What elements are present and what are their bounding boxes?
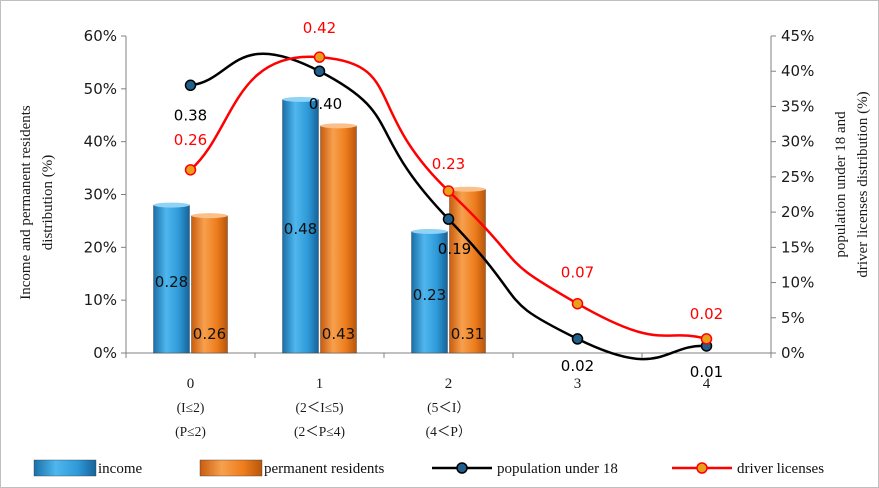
right-tick-label: 15%	[781, 238, 814, 256]
left-tick-label: 50%	[84, 80, 117, 98]
x-tick-sublabel: (P≤2)	[175, 424, 206, 439]
right-tick-label: 5%	[781, 309, 805, 327]
right-tick-label: 20%	[781, 203, 814, 221]
bar-top	[320, 123, 357, 129]
series-marker	[442, 213, 455, 225]
right-tick-label: 35%	[781, 97, 814, 115]
bar-top	[449, 186, 486, 192]
right-tick-label: 40%	[781, 62, 814, 80]
y-left-axis-title-line: Income and permanent residents	[18, 105, 34, 300]
left-tick-label: 60%	[84, 27, 117, 45]
legend-swatch-permanent-residents	[199, 459, 263, 477]
legend-swatch-income	[33, 459, 97, 477]
line-data-label: 0.02	[561, 357, 594, 375]
left-tick-label: 20%	[84, 238, 117, 256]
right-tick-label: 30%	[781, 133, 814, 151]
bar	[411, 231, 448, 354]
series-marker	[313, 51, 326, 63]
bar	[320, 125, 357, 354]
line-data-label: 0.02	[690, 305, 723, 323]
right-tick-label: 45%	[781, 27, 814, 45]
right-tick-label: 25%	[781, 168, 814, 186]
left-tick-label: 30%	[84, 186, 117, 204]
x-tick-label: 2	[445, 376, 453, 392]
line-data-label: 0.19	[438, 240, 471, 258]
y-right-axis-title: population under 18 and driver licenses d…	[833, 91, 871, 277]
x-tick-sublabel: (4＜P）	[426, 424, 472, 439]
x-tick-sublabel: (2＜I≤5)	[296, 400, 344, 415]
series-marker	[442, 185, 455, 197]
x-tick-label: 1	[316, 376, 324, 392]
bar-top	[282, 96, 319, 102]
y-left-axis-title-line: distribution (%)	[40, 155, 56, 250]
legend-label-population-under-18: population under 18	[497, 461, 618, 477]
legend-marker-driver-licenses	[696, 462, 708, 474]
bar	[191, 215, 228, 354]
y-left-axis-title: Income and permanent residents distributi…	[18, 105, 56, 300]
bar-top	[191, 213, 228, 219]
x-tick-label: 0	[187, 376, 195, 392]
line-data-label: 0.38	[174, 106, 207, 124]
legend: income permanent residents population unde…	[33, 459, 824, 477]
x-tick-sublabel: (I≤2)	[177, 400, 205, 415]
x-tick-label: 3	[574, 376, 582, 392]
left-tick-label: 0%	[93, 344, 117, 362]
line-data-label: 0.07	[561, 264, 594, 282]
right-tick-label: 10%	[781, 274, 814, 292]
legend-label-permanent-residents: permanent residents	[264, 461, 385, 477]
series-marker	[313, 65, 326, 77]
legend-marker-population-under-18	[456, 462, 468, 474]
series-marker	[571, 333, 584, 345]
x-tick-sublabel: (5＜I）	[427, 400, 470, 415]
bar-data-label: 0.28	[155, 273, 188, 291]
legend-label-driver-licenses: driver licenses	[737, 461, 824, 477]
bar	[282, 99, 319, 354]
bar-top	[153, 202, 190, 208]
series-marker	[700, 333, 713, 345]
legend-label-income: income	[98, 461, 142, 477]
line-data-label: 0.01	[690, 363, 723, 381]
bar	[153, 204, 190, 354]
bar-data-label: 0.26	[193, 325, 226, 343]
x-tick-label: 4	[703, 376, 711, 392]
bar-data-label: 0.31	[451, 325, 484, 343]
series-marker	[184, 79, 197, 92]
line-data-label: 0.40	[309, 95, 342, 113]
left-tick-label: 10%	[84, 291, 117, 309]
left-tick-label: 40%	[84, 133, 117, 151]
bar-data-label: 0.48	[284, 220, 317, 238]
bar-data-label: 0.43	[322, 325, 355, 343]
series-marker	[571, 297, 584, 310]
x-tick-sublabel: (2＜P≤4)	[294, 424, 345, 439]
series-marker	[184, 164, 197, 176]
y-right-axis-title-line: population under 18 and	[833, 111, 849, 258]
y-right-axis-title-line: driver licenses distribution (%)	[855, 91, 871, 277]
line-data-label: 0.26	[174, 131, 207, 149]
bar-data-label: 0.23	[413, 286, 446, 304]
line-data-label: 0.42	[303, 19, 336, 37]
right-tick-label: 0%	[781, 344, 805, 362]
bar-top	[411, 228, 448, 234]
line-data-label: 0.23	[432, 155, 465, 173]
